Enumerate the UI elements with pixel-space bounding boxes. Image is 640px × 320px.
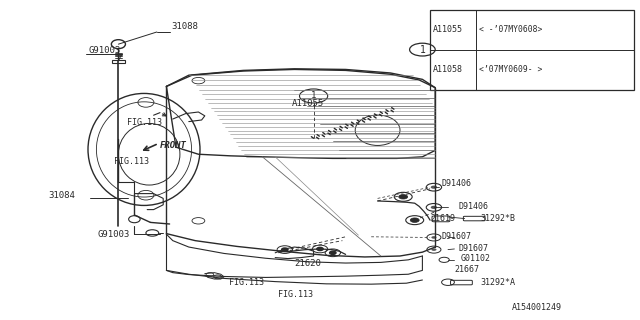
- Text: FIG.113: FIG.113: [127, 118, 162, 127]
- Text: D91406: D91406: [442, 180, 472, 188]
- Text: 31292*B: 31292*B: [480, 214, 515, 223]
- Text: G01102: G01102: [461, 254, 491, 263]
- Text: D91406: D91406: [458, 202, 488, 211]
- Bar: [430, 10, 634, 90]
- Circle shape: [410, 218, 419, 222]
- Text: 31088: 31088: [172, 22, 198, 31]
- Circle shape: [399, 195, 408, 199]
- Text: 21619: 21619: [430, 214, 455, 223]
- Text: 31292*A: 31292*A: [480, 278, 515, 287]
- Text: G91003: G91003: [98, 230, 130, 239]
- Circle shape: [282, 248, 288, 251]
- Text: FIG.113: FIG.113: [278, 290, 314, 299]
- Text: 21667: 21667: [454, 265, 479, 274]
- Text: 31084: 31084: [48, 191, 75, 200]
- Circle shape: [431, 206, 437, 209]
- Text: 21620: 21620: [294, 259, 321, 268]
- Text: A11055: A11055: [433, 25, 463, 34]
- Text: D91607: D91607: [458, 244, 488, 253]
- Text: 1: 1: [311, 92, 316, 100]
- Text: FRONT: FRONT: [160, 141, 187, 150]
- Text: FIG.113: FIG.113: [229, 278, 264, 287]
- Text: FIG.113: FIG.113: [114, 157, 149, 166]
- Circle shape: [431, 186, 437, 189]
- Circle shape: [431, 248, 436, 251]
- Circle shape: [317, 247, 323, 251]
- Text: D91607: D91607: [442, 232, 472, 241]
- Text: <’07MY0609- >: <’07MY0609- >: [479, 65, 542, 74]
- Text: < -’07MY0608>: < -’07MY0608>: [479, 25, 542, 34]
- Bar: [112, 60, 125, 63]
- Text: A154001249: A154001249: [512, 303, 562, 312]
- Circle shape: [431, 236, 436, 239]
- Text: G91003: G91003: [88, 46, 120, 55]
- Circle shape: [330, 251, 336, 254]
- Text: 1: 1: [419, 44, 426, 55]
- Text: A11058: A11058: [433, 65, 463, 74]
- Text: A11055: A11055: [292, 99, 324, 108]
